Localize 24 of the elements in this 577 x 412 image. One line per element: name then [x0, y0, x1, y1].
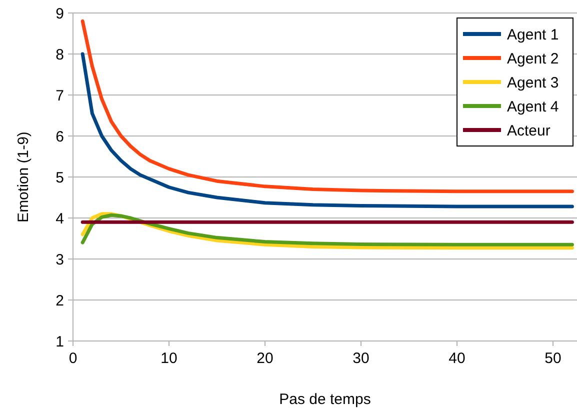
y-tick-label: 2: [56, 292, 64, 310]
x-tick-label: 20: [256, 350, 274, 367]
x-tick-label: 0: [68, 350, 78, 367]
y-tick-label: 6: [56, 128, 64, 146]
legend-label: Agent 2: [507, 50, 559, 68]
y-tick-label: 5: [56, 169, 64, 186]
x-tick-label: 10: [160, 350, 178, 367]
legend-label: Agent 3: [507, 74, 559, 92]
y-tick-label: 7: [56, 87, 64, 104]
x-tick-label: 40: [448, 350, 466, 367]
x-tick-label: 30: [352, 350, 370, 367]
x-tick-label: 50: [544, 350, 562, 367]
line-series: [80, 52, 574, 208]
y-tick-label: 8: [56, 46, 64, 64]
legend-label: Agent 1: [507, 26, 559, 44]
legend-label: Agent 4: [507, 98, 559, 116]
y-tick-label: 3: [56, 251, 64, 268]
line-series: [80, 19, 574, 194]
legend-label: Acteur: [507, 122, 550, 140]
x-axis-title: Pas de temps: [279, 391, 371, 408]
y-tick-label: 1: [56, 333, 64, 350]
y-tick-label: 4: [56, 210, 64, 228]
y-axis-title: Emotion (1-9): [15, 132, 32, 222]
y-tick-label: 9: [56, 5, 64, 22]
